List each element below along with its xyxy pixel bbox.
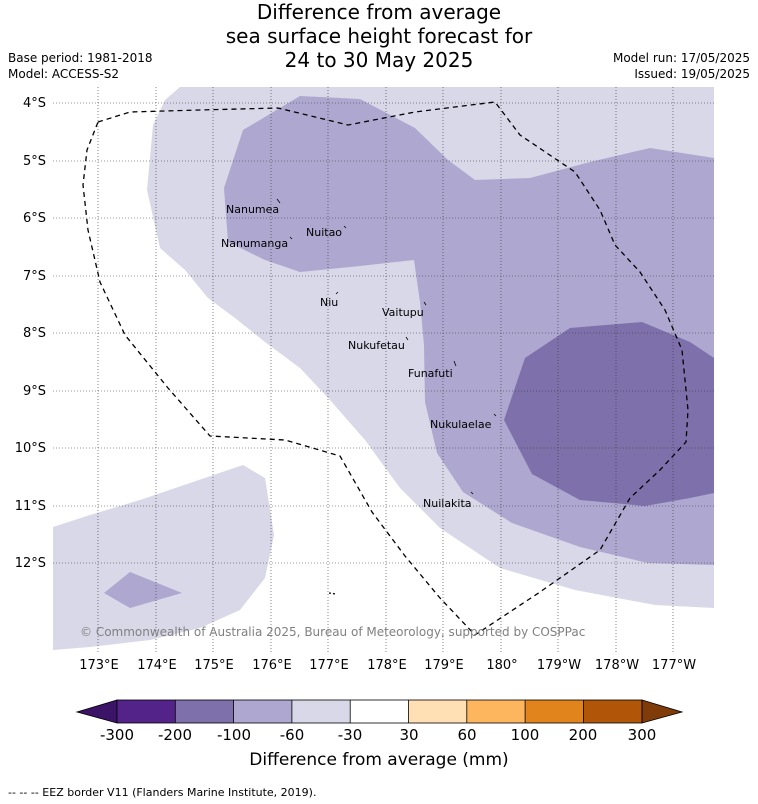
lat-label-5s: 5°S (22, 154, 46, 169)
lon-label-177w: 177°W (651, 658, 697, 673)
island-nukufetau: Nukufetau (348, 339, 405, 352)
colorbar-box-2 (175, 700, 234, 723)
island-nuitao: Nuitao (306, 226, 343, 239)
island-nuilakita: Nuilakita (423, 497, 472, 510)
colorbar-title: Difference from average (mm) (249, 750, 509, 770)
fill-light-southwest (53, 465, 274, 650)
island-markers (276, 198, 497, 495)
island-niu: Niu (320, 296, 339, 309)
island-nanumea: Nanumea (226, 203, 280, 216)
lat-label-8s: 8°S (22, 326, 46, 341)
colorbar-label-8: 100 (510, 726, 540, 744)
lat-label-11s: 11°S (14, 499, 46, 514)
lon-label-179e: 179°E (424, 658, 464, 673)
colorbar-label-9: 200 (568, 726, 598, 744)
small-feature (328, 592, 337, 595)
colorbar-box-6 (408, 700, 467, 723)
map-title: Difference from average sea surface heig… (0, 0, 758, 72)
eez-footnote: -- -- -- EEZ border V11 (Flanders Marine… (8, 786, 317, 799)
lat-label-6s: 6°S (22, 211, 46, 226)
fill-dark-east (504, 322, 714, 506)
colorbar-outline (116, 699, 643, 724)
colorbar-label-2: -200 (157, 726, 193, 744)
island-nukulaelae: Nukulaelae (430, 418, 492, 431)
model-run: Model run: 17/05/2025 (612, 51, 750, 65)
eez-border (82, 101, 689, 636)
lon-label-179w: 179°W (536, 658, 582, 673)
base-period: Base period: 1981-2018 (8, 51, 153, 65)
meta-right: Model run: 17/05/2025 Issued: 19/05/2025 (613, 50, 750, 82)
colorbar-label-6: 30 (399, 726, 419, 744)
lon-label-175e: 175°E (194, 658, 234, 673)
lat-label-7s: 7°S (22, 269, 46, 284)
colorbar-box-5 (350, 700, 409, 723)
lon-label-180: 180° (486, 658, 518, 673)
title-line-1: Difference from average (256, 0, 502, 24)
colorbar-box-4 (291, 700, 351, 723)
colorbar-box-8 (525, 700, 584, 723)
colorbar-arrow-high (641, 699, 684, 724)
colorbar-label-3: -100 (216, 726, 252, 744)
model-name: Model: ACCESS-S2 (8, 67, 120, 81)
lat-label-4s: 4°S (22, 96, 46, 111)
colorbar-box-3 (233, 700, 292, 723)
colorbar-box-9 (583, 700, 642, 723)
lon-label-174e: 174°E (137, 658, 177, 673)
lon-label-177e: 177°E (309, 658, 349, 673)
island-vaitupu: Vaitupu (382, 306, 424, 319)
title-line-2: sea surface height forecast for (225, 24, 533, 48)
island-funafuti: Funafuti (408, 367, 453, 380)
colorbar-label-10: 300 (627, 726, 657, 744)
copyright-notice: © Commonwealth of Australia 2025, Bureau… (80, 625, 586, 639)
title-line-3: 24 to 30 May 2025 (284, 48, 474, 72)
colorbar-label-1: -300 (99, 726, 135, 744)
anomaly-fills (53, 87, 714, 650)
lon-label-173e: 173°E (79, 658, 119, 673)
colorbar-label-7: 60 (457, 726, 477, 744)
lon-label-176e: 176°E (252, 658, 292, 673)
colorbar-label-4: -60 (279, 726, 305, 744)
lat-label-9s: 9°S (22, 384, 46, 399)
meta-left: Base period: 1981-2018 Model: ACCESS-S2 (8, 50, 153, 82)
lon-label-178e: 178°E (367, 658, 407, 673)
colorbar-label-5: -30 (337, 726, 363, 744)
fill-medium-small (104, 572, 182, 608)
lon-label-178w: 178°W (594, 658, 640, 673)
grid-lines (53, 87, 714, 652)
island-nanumanga: Nanumanga (221, 237, 289, 250)
issued-date: Issued: 19/05/2025 (634, 67, 750, 81)
lat-label-10s: 10°S (14, 441, 46, 456)
lat-label-12s: 12°S (14, 556, 46, 571)
colorbar-box-7 (466, 700, 526, 723)
colorbar-arrow-low (75, 699, 118, 724)
colorbar-box-1 (117, 700, 176, 723)
colorbar (75, 699, 684, 724)
